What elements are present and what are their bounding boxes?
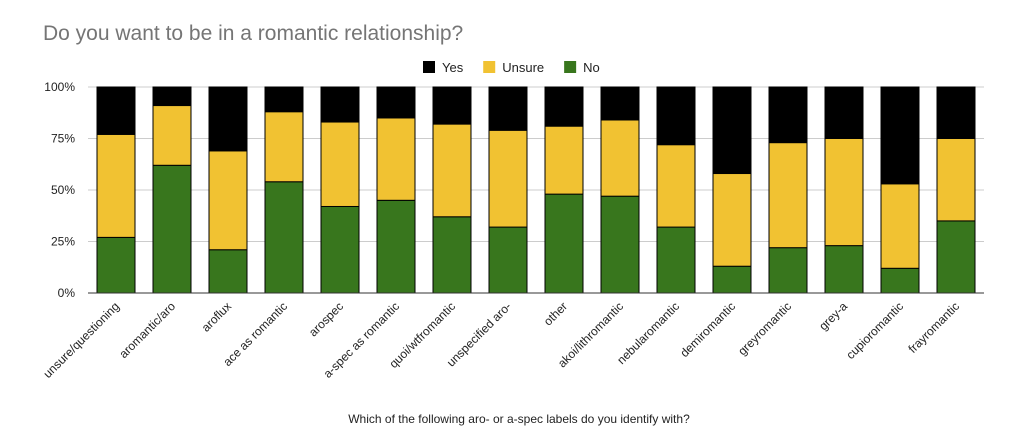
bar-segment-unsure [96, 133, 136, 238]
bar-segment-no [96, 236, 136, 294]
bar-segment-yes [376, 86, 416, 119]
x-tick-label: frayromantic [906, 299, 963, 356]
legend: Yes Unsure No [423, 60, 600, 75]
bar-segment-yes [880, 86, 920, 185]
bar-segment-yes [152, 86, 192, 107]
bar-segment-no [544, 193, 584, 294]
x-tick-label: greyromantic [735, 299, 794, 358]
x-tick-label: arospec [306, 299, 346, 339]
bar-segment-yes [712, 86, 752, 175]
bar-segment-yes [488, 86, 528, 131]
x-tick-label: unsure/questioning [41, 299, 123, 381]
bar-segment-unsure [824, 138, 864, 247]
bar-segment-yes [656, 86, 696, 146]
chart-title: Do you want to be in a romantic relation… [43, 22, 464, 45]
legend-swatch-unsure [483, 61, 496, 73]
bar-segment-yes [768, 86, 808, 144]
bar-segment-unsure [376, 117, 416, 201]
bar-segment-no [208, 249, 248, 294]
bar-segment-yes [600, 86, 640, 121]
y-tick-label: 100% [44, 80, 75, 94]
bar-segment-unsure [264, 111, 304, 183]
bar-segment-no [768, 247, 808, 294]
bar-segment-no [488, 226, 528, 294]
bar-segment-no [264, 181, 304, 294]
bar-segment-unsure [600, 119, 640, 197]
x-tick-label: cupioromantic [843, 299, 906, 362]
x-axis-title: Which of the following aro- or a-spec la… [348, 412, 690, 426]
x-tick-label: aromantic/aro [116, 299, 178, 361]
legend-label-yes: Yes [442, 60, 464, 75]
y-tick-label: 25% [51, 235, 75, 249]
bar-segment-unsure [152, 105, 192, 166]
bar-segment-no [320, 205, 360, 294]
x-tick-label: aroflux [199, 299, 234, 334]
bar-segment-no [936, 220, 976, 294]
bar-segment-unsure [432, 123, 472, 218]
bar-segment-no [432, 216, 472, 294]
bar-segment-yes [544, 86, 584, 127]
bar-segment-unsure [936, 138, 976, 222]
bar-segment-no [824, 245, 864, 294]
legend-swatch-no [564, 61, 577, 73]
bar-segment-yes [320, 86, 360, 123]
bar-segment-yes [264, 86, 304, 113]
bar-segment-unsure [488, 129, 528, 228]
legend-label-unsure: Unsure [502, 60, 544, 75]
bar-segment-yes [824, 86, 864, 139]
y-tick-label: 50% [51, 183, 75, 197]
bar-segment-unsure [880, 183, 920, 269]
bar-segment-no [656, 226, 696, 294]
bar-segment-unsure [320, 121, 360, 207]
bar-segment-no [152, 164, 192, 294]
bar-segment-unsure [656, 144, 696, 228]
bar-segment-unsure [208, 150, 248, 251]
x-tick-label: demiromantic [677, 299, 738, 360]
bar-segment-unsure [544, 125, 584, 195]
bar-segment-unsure [712, 173, 752, 267]
bar-segment-yes [432, 86, 472, 125]
y-tick-label: 0% [58, 286, 76, 300]
x-tick-label: other [541, 299, 570, 328]
bar-segment-no [880, 267, 920, 294]
bar-segment-yes [936, 86, 976, 139]
bar-segment-yes [96, 86, 136, 135]
bar-segment-no [712, 265, 752, 294]
x-tick-label: grey-a [816, 299, 850, 333]
y-tick-label: 75% [51, 132, 75, 146]
bar-segment-no [376, 199, 416, 294]
bar-segment-unsure [768, 142, 808, 249]
legend-label-no: No [583, 60, 600, 75]
bar-segment-yes [208, 86, 248, 152]
legend-swatch-yes [423, 61, 435, 73]
bars [96, 86, 976, 294]
bar-segment-no [600, 195, 640, 294]
